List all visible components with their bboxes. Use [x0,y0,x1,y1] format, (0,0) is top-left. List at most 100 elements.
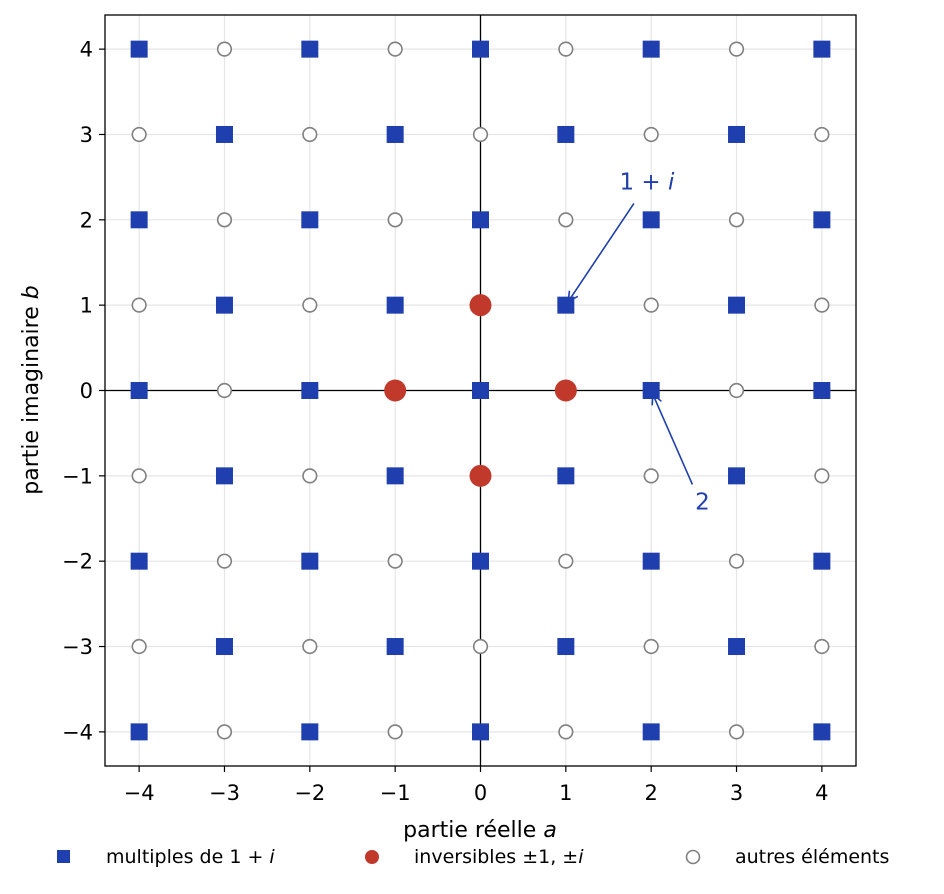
point-multiple [472,723,489,741]
point-other [472,126,489,143]
point-other [643,468,659,484]
point-other [387,553,403,569]
point-other [302,126,318,143]
point-multiple [642,552,660,570]
point-multiple [472,382,489,399]
point-multiple [130,211,148,229]
y-axis-label-var: b [19,285,44,299]
point-other [387,212,403,228]
point-multiple [728,125,746,143]
point-other [216,41,233,57]
y-axis-label: partie imaginaire b [19,285,44,494]
point-multiple [728,467,746,485]
annotation-label-var: i [668,169,675,195]
y-tick-label: −2 [62,550,93,574]
point-multiple [728,296,746,314]
point-multiple [215,296,233,314]
x-axis-label-text: partie réelle [403,818,543,843]
x-tick-label: 0 [474,781,487,805]
y-tick-label: 2 [80,208,93,232]
x-tick-label: 1 [559,781,572,805]
point-multiple [557,125,575,143]
x-tick-label: −4 [124,781,155,805]
point-other [131,638,147,655]
point-other [643,126,659,143]
point-other [728,553,745,569]
point-multiple [557,467,575,485]
point-multiple [215,638,233,656]
point-multiple [301,382,319,399]
point-multiple [472,211,489,229]
legend-label-multiples-text: multiples de 1 + [106,846,269,868]
annotation-arrow-line [652,393,694,485]
point-other [558,41,574,57]
x-ticks: −4 −3 −2 −1 0 1 2 3 4 [124,766,829,805]
annotation-label-text: 1 + [619,169,668,195]
point-other [131,126,147,143]
point-multiple [386,638,404,656]
point-other [814,638,830,655]
legend-marker-autres [685,849,701,865]
y-tick-label: 3 [80,123,93,147]
point-other [558,724,574,740]
annotation-label-text: 2 [695,489,710,515]
point-multiple [301,211,319,229]
point-other [558,553,574,569]
point-multiple [301,723,319,741]
point-multiple [642,211,660,229]
point-other [216,724,233,740]
legend-marker-multiples [57,850,70,863]
legend-label-multiples-var: i [269,846,275,868]
x-tick-label: 3 [730,781,743,805]
point-multiple [472,552,489,570]
point-other [387,724,403,740]
point-inversible [554,379,577,402]
point-multiple [130,382,148,399]
annotation-label: 1 + i [619,169,675,195]
point-multiple [215,125,233,143]
point-other [643,297,659,313]
point-multiple [813,211,831,229]
point-other [728,724,745,740]
y-tick-label: 1 [80,294,93,318]
point-multiple [472,40,489,58]
y-tick-label: −1 [62,464,93,488]
legend-label-inversibles: inversibles ±1, ±i [414,846,584,868]
point-multiple [301,40,319,58]
point-multiple [130,552,148,570]
point-multiple [728,638,746,656]
point-other [216,212,233,228]
x-tick-label: 2 [644,781,657,805]
data-points [130,40,831,741]
x-axis-label-var: a [543,818,556,843]
y-tick-label: 0 [80,379,93,403]
x-tick-label: −3 [209,781,240,805]
point-inversible [384,379,407,402]
point-other [302,297,318,313]
point-other [216,553,233,569]
point-multiple [386,296,404,314]
annotation-arrow-line [567,202,635,303]
y-ticks: −4 −3 −2 −1 0 1 2 3 4 [62,38,105,744]
point-other [728,41,745,57]
legend-label-multiples: multiples de 1 + i [106,846,275,868]
point-other [472,638,489,655]
point-other [728,382,745,399]
point-other [302,638,318,655]
point-multiple [130,723,148,741]
point-multiple [557,638,575,656]
point-multiple [130,40,148,58]
point-other [728,212,745,228]
x-tick-label: −1 [380,781,411,805]
point-multiple [642,382,660,399]
x-tick-label: 4 [815,781,828,805]
y-tick-label: −3 [62,635,93,659]
point-multiple [642,40,660,58]
legend-label-inversibles-var: i [578,846,584,868]
annotations: 1 + i 2 [567,169,710,515]
annotation-arrow-head [651,392,662,406]
point-multiple [386,467,404,485]
point-other [216,382,233,399]
point-other [131,468,147,484]
